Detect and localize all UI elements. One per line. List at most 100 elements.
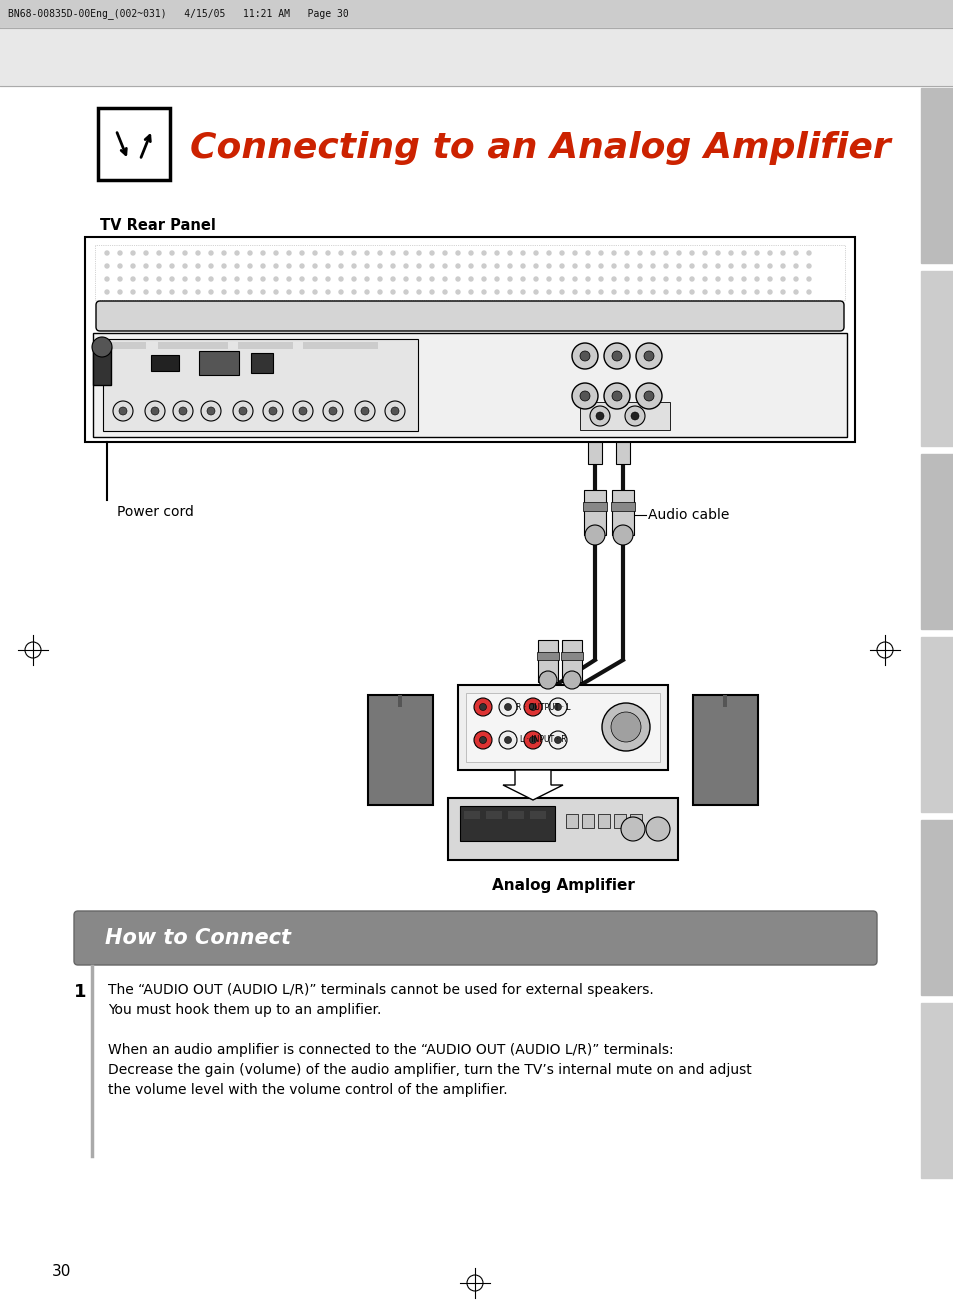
Circle shape <box>610 713 640 741</box>
Circle shape <box>728 252 732 255</box>
Circle shape <box>326 265 330 269</box>
Circle shape <box>403 265 408 269</box>
Circle shape <box>377 276 381 282</box>
Text: The “AUDIO OUT (AUDIO L/R)” terminals cannot be used for external speakers.: The “AUDIO OUT (AUDIO L/R)” terminals ca… <box>108 982 653 997</box>
Circle shape <box>728 265 732 269</box>
Circle shape <box>416 276 420 282</box>
Circle shape <box>495 290 498 293</box>
Circle shape <box>495 276 498 282</box>
Circle shape <box>603 383 629 409</box>
Circle shape <box>677 276 680 282</box>
Circle shape <box>352 290 355 293</box>
Bar <box>722 696 726 707</box>
Circle shape <box>781 290 784 293</box>
Circle shape <box>573 290 577 293</box>
Circle shape <box>403 290 408 293</box>
Circle shape <box>391 252 395 255</box>
Circle shape <box>118 290 122 293</box>
Circle shape <box>624 290 628 293</box>
Circle shape <box>474 731 492 749</box>
Circle shape <box>144 290 148 293</box>
Circle shape <box>416 290 420 293</box>
Bar <box>251 352 273 373</box>
Circle shape <box>624 265 628 269</box>
Circle shape <box>495 252 498 255</box>
Circle shape <box>529 703 536 710</box>
Circle shape <box>416 252 420 255</box>
Circle shape <box>548 731 566 749</box>
Text: You must hook them up to an amplifier.: You must hook them up to an amplifier. <box>108 1003 381 1017</box>
Circle shape <box>781 276 784 282</box>
Circle shape <box>274 265 277 269</box>
Circle shape <box>598 290 602 293</box>
Circle shape <box>403 252 408 255</box>
Circle shape <box>741 276 745 282</box>
Circle shape <box>663 290 667 293</box>
Circle shape <box>598 276 602 282</box>
Circle shape <box>131 265 135 269</box>
Circle shape <box>430 265 434 269</box>
Circle shape <box>112 401 132 421</box>
Circle shape <box>360 407 369 415</box>
Circle shape <box>663 252 667 255</box>
Circle shape <box>352 252 355 255</box>
Circle shape <box>118 252 122 255</box>
Circle shape <box>222 290 226 293</box>
Circle shape <box>793 290 797 293</box>
Circle shape <box>754 290 759 293</box>
Circle shape <box>201 401 221 421</box>
Circle shape <box>183 290 187 293</box>
Circle shape <box>144 276 148 282</box>
Circle shape <box>562 671 580 689</box>
Circle shape <box>793 276 797 282</box>
Circle shape <box>118 265 122 269</box>
Circle shape <box>806 276 810 282</box>
Circle shape <box>573 265 577 269</box>
Circle shape <box>645 817 669 841</box>
Circle shape <box>131 252 135 255</box>
Bar <box>612 490 634 534</box>
Circle shape <box>612 252 616 255</box>
Circle shape <box>677 290 680 293</box>
Circle shape <box>806 252 810 255</box>
Circle shape <box>702 276 706 282</box>
Circle shape <box>504 703 511 710</box>
Circle shape <box>481 265 485 269</box>
Circle shape <box>479 736 486 744</box>
Circle shape <box>663 276 667 282</box>
Circle shape <box>702 290 706 293</box>
Bar <box>85 237 854 441</box>
Circle shape <box>195 252 200 255</box>
Circle shape <box>650 265 655 269</box>
Circle shape <box>105 276 109 282</box>
Circle shape <box>442 290 447 293</box>
Circle shape <box>754 265 759 269</box>
Circle shape <box>559 290 563 293</box>
Circle shape <box>677 265 680 269</box>
Bar <box>920 455 953 629</box>
Circle shape <box>248 290 252 293</box>
Circle shape <box>248 265 252 269</box>
Circle shape <box>598 265 602 269</box>
Circle shape <box>326 276 330 282</box>
Circle shape <box>638 265 641 269</box>
Circle shape <box>299 276 304 282</box>
Circle shape <box>589 406 609 426</box>
Circle shape <box>728 276 732 282</box>
Bar <box>581 814 594 828</box>
Circle shape <box>793 252 797 255</box>
Circle shape <box>469 276 473 282</box>
Circle shape <box>572 383 598 409</box>
Circle shape <box>261 276 265 282</box>
Text: When an audio amplifier is connected to the “AUDIO OUT (AUDIO L/R)” terminals:: When an audio amplifier is connected to … <box>108 1043 673 1057</box>
Bar <box>158 342 228 348</box>
Circle shape <box>293 401 313 421</box>
Circle shape <box>157 290 161 293</box>
Circle shape <box>170 252 173 255</box>
Bar <box>92 347 111 385</box>
Bar <box>95 245 844 300</box>
Circle shape <box>520 252 524 255</box>
Circle shape <box>222 276 226 282</box>
Circle shape <box>430 276 434 282</box>
Bar <box>151 355 179 371</box>
